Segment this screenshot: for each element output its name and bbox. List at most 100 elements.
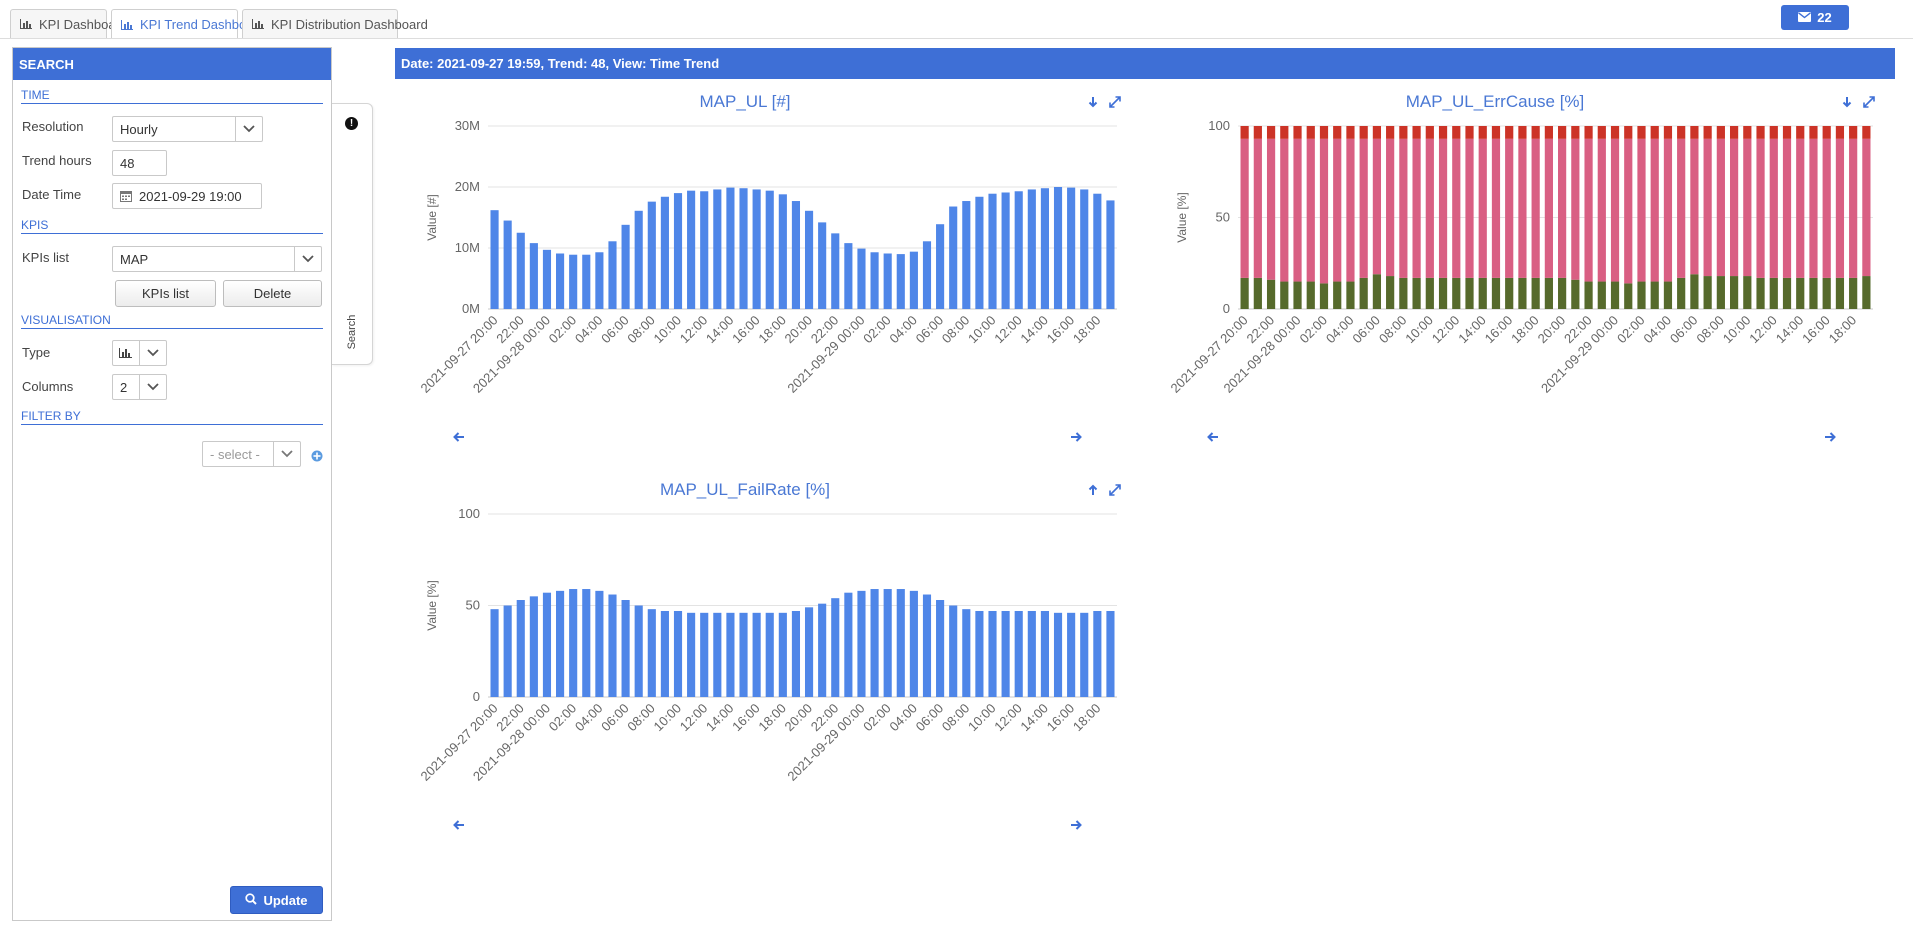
expand-icon[interactable] (1109, 95, 1121, 113)
bar (726, 612, 735, 697)
prev-arrow-icon[interactable] (1207, 430, 1219, 448)
arrow-down-icon[interactable] (1087, 95, 1099, 113)
filter-select[interactable]: - select - (202, 441, 301, 467)
bar (778, 194, 787, 309)
search-panel: SEARCH TIME Resolution Hourly Trend hour… (12, 47, 332, 921)
bar (1491, 126, 1501, 139)
chevron-down-icon[interactable] (235, 117, 262, 141)
kpis-list-button[interactable]: KPIs list (115, 280, 216, 307)
bar (1438, 126, 1448, 139)
bar (503, 220, 512, 309)
bar (1478, 277, 1487, 309)
bar (1465, 126, 1474, 139)
columns-select[interactable]: 2 (112, 374, 167, 400)
y-tick-label: 10M (455, 240, 480, 255)
x-tick-label: 08:00 (1376, 313, 1410, 347)
messages-button[interactable]: 22 (1781, 5, 1849, 30)
bar (1001, 192, 1010, 309)
bar (621, 600, 630, 697)
prev-arrow-icon[interactable] (453, 430, 465, 448)
x-tick-label: 18:00 (755, 701, 789, 735)
chevron-down-icon[interactable] (139, 375, 166, 399)
chart-type-select[interactable] (112, 340, 167, 366)
chevron-down-icon[interactable] (273, 442, 300, 466)
x-tick-label: 12:00 (991, 313, 1025, 347)
chart-controls (1841, 95, 1875, 113)
bar (529, 596, 538, 697)
bar (634, 605, 643, 697)
chevron-down-icon[interactable] (294, 247, 321, 271)
calendar-icon[interactable] (113, 190, 139, 202)
bar (1849, 138, 1858, 278)
bar (1412, 138, 1421, 278)
x-tick-label: 16:00 (1044, 701, 1078, 735)
tab-label: KPI Trend Dashboard (140, 17, 266, 32)
bar (1372, 138, 1382, 275)
x-tick-label: 14:00 (1017, 313, 1051, 347)
y-tick-label: 20M (455, 179, 480, 194)
kpis-list-select[interactable]: MAP (112, 246, 322, 272)
x-tick-label: 02:00 (1614, 313, 1648, 347)
next-arrow-icon[interactable] (1070, 430, 1082, 448)
bar (1080, 189, 1089, 309)
delete-button[interactable]: Delete (223, 280, 322, 307)
bar (1293, 126, 1302, 139)
bar (1067, 612, 1076, 697)
bar (1306, 281, 1315, 309)
search-side-tab[interactable]: ! Search (332, 103, 373, 365)
tab-kpi-trend-dashboard[interactable]: KPI Trend Dashboard (111, 9, 265, 39)
x-tick-label: 16:00 (1482, 313, 1516, 347)
x-tick-label: 06:00 (598, 701, 632, 735)
bar (1001, 610, 1010, 697)
bar (870, 252, 879, 309)
next-arrow-icon[interactable] (1824, 430, 1836, 448)
bar (1491, 277, 1501, 309)
bar (1465, 277, 1474, 309)
bar (1862, 276, 1871, 309)
bar (844, 243, 853, 309)
y-tick-label: 0 (1223, 301, 1230, 316)
bar (1571, 138, 1580, 280)
chevron-down-icon[interactable] (139, 341, 166, 365)
bar (1584, 281, 1593, 309)
bar (542, 592, 552, 697)
trend-hours-input[interactable]: 48 (112, 150, 167, 176)
bar (647, 201, 656, 309)
bar (1650, 281, 1659, 309)
bar (1782, 277, 1792, 309)
bar (1796, 126, 1805, 139)
next-arrow-icon[interactable] (1070, 818, 1082, 836)
resolution-select[interactable]: Hourly (112, 116, 263, 142)
bar (922, 241, 932, 309)
tab-kpi-dashboard[interactable]: KPI Dashboard (10, 9, 127, 38)
resolution-label: Resolution (22, 119, 84, 134)
x-tick-label: 04:00 (572, 313, 606, 347)
bar (1809, 277, 1818, 309)
expand-icon[interactable] (1863, 95, 1875, 113)
chart-title: MAP_UL [#] (699, 92, 791, 111)
bar (1624, 283, 1633, 309)
info-icon[interactable]: ! (345, 117, 358, 130)
bar (975, 196, 984, 309)
expand-icon[interactable] (1109, 483, 1121, 501)
prev-arrow-icon[interactable] (453, 818, 465, 836)
bar (1240, 126, 1249, 139)
bar (582, 589, 591, 697)
bar (1703, 138, 1712, 277)
bar (1571, 279, 1580, 309)
bar (1399, 138, 1408, 278)
tab-kpi-distribution-dashboard[interactable]: KPI Distribution Dashboard (242, 9, 428, 38)
bar (1093, 193, 1102, 309)
messages-count: 22 (1817, 10, 1832, 25)
bar (1663, 281, 1673, 309)
date-time-input[interactable]: 2021-09-29 19:00 (112, 183, 262, 209)
bar (1571, 126, 1580, 139)
bar (791, 610, 801, 697)
bar (1690, 126, 1699, 139)
arrow-down-icon[interactable] (1841, 95, 1853, 113)
update-button[interactable]: Update (230, 886, 323, 914)
arrow-up-icon[interactable] (1087, 483, 1099, 501)
add-filter-icon[interactable] (311, 449, 323, 467)
x-tick-label: 08:00 (939, 701, 973, 735)
